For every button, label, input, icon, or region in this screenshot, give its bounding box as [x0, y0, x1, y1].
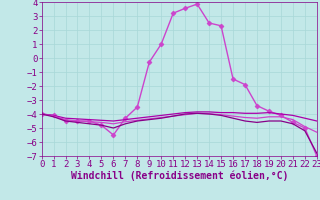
X-axis label: Windchill (Refroidissement éolien,°C): Windchill (Refroidissement éolien,°C) — [70, 171, 288, 181]
